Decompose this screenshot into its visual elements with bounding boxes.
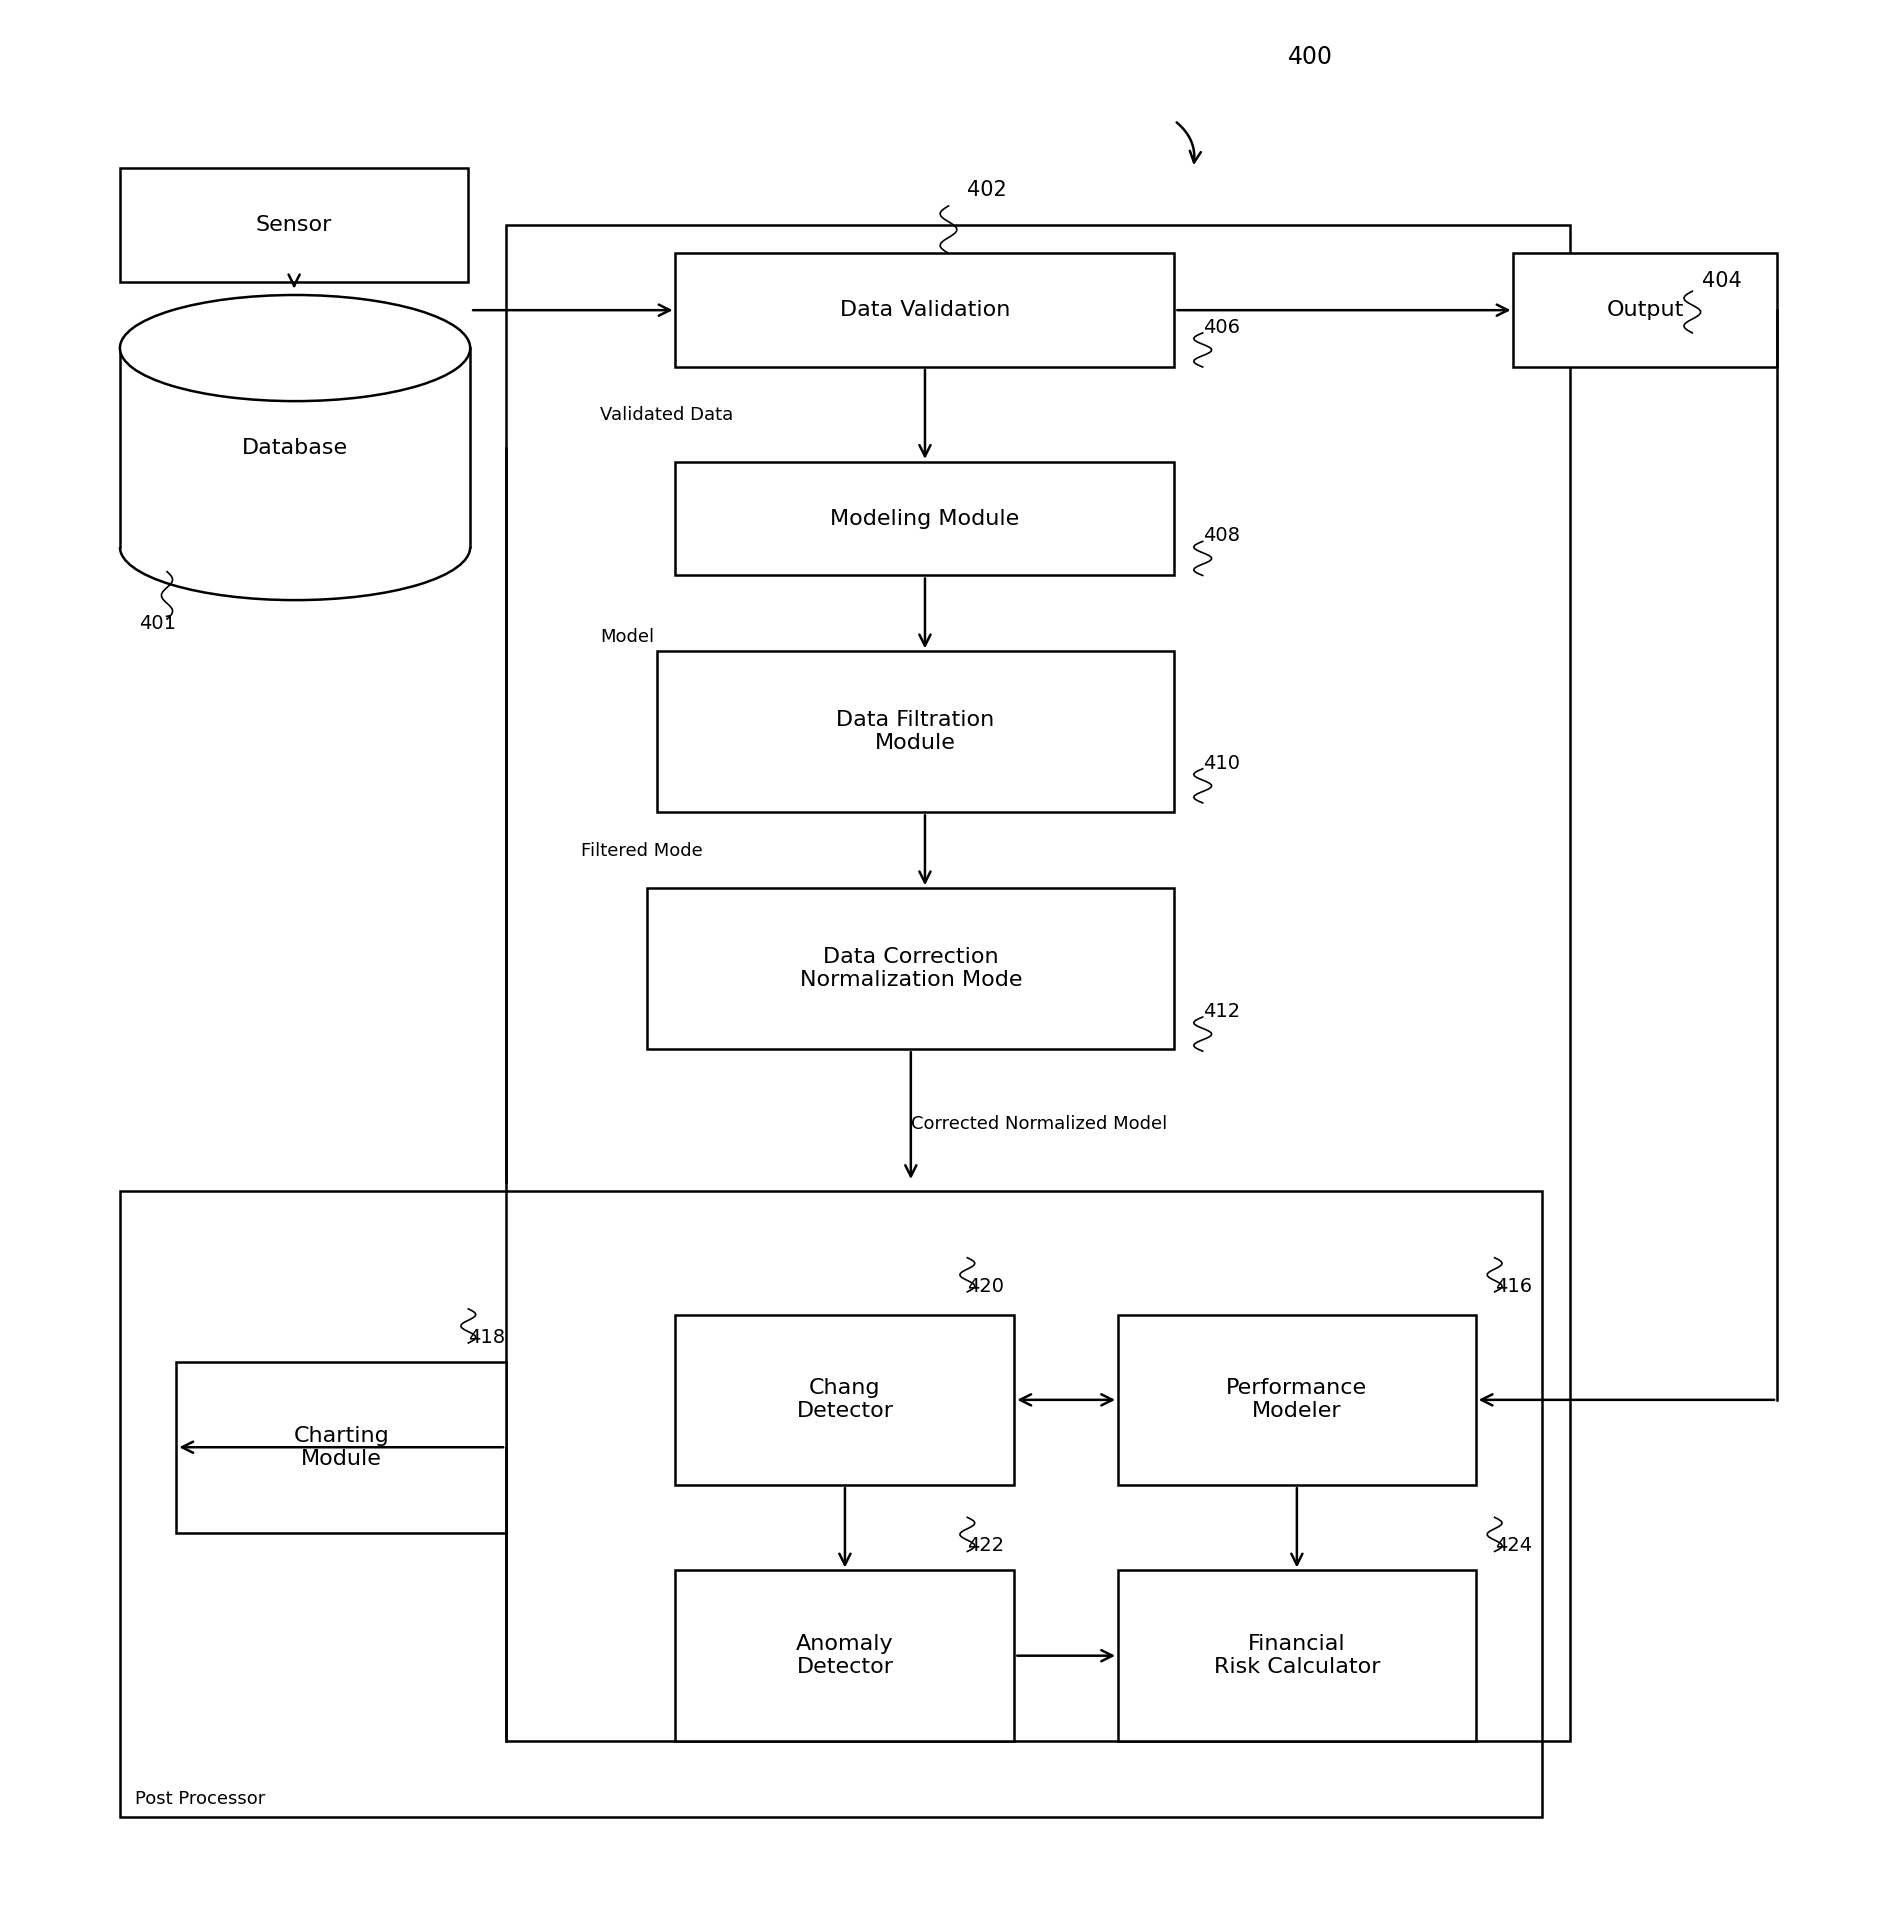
- Text: 422: 422: [967, 1537, 1004, 1556]
- Text: Validated Data: Validated Data: [599, 407, 734, 424]
- Bar: [120, 168, 469, 283]
- Text: Financial
Risk Calculator: Financial Risk Calculator: [1214, 1634, 1381, 1678]
- Bar: [506, 225, 1571, 1741]
- Text: Database: Database: [243, 437, 349, 458]
- Bar: [647, 888, 1174, 1050]
- Text: 401: 401: [138, 613, 176, 632]
- Bar: [1117, 1315, 1476, 1485]
- Text: Output: Output: [1607, 300, 1685, 321]
- Text: 404: 404: [1702, 271, 1741, 292]
- Text: Chang
Detector: Chang Detector: [797, 1378, 893, 1422]
- Bar: [675, 462, 1174, 575]
- Text: 406: 406: [1203, 319, 1241, 336]
- Text: Anomaly
Detector: Anomaly Detector: [797, 1634, 893, 1678]
- Text: Modeling Module: Modeling Module: [831, 508, 1019, 529]
- Bar: [120, 347, 470, 548]
- Text: Charting
Module: Charting Module: [294, 1426, 389, 1468]
- Bar: [176, 1361, 506, 1533]
- Text: Filtered Mode: Filtered Mode: [580, 842, 704, 859]
- Text: Performance
Modeler: Performance Modeler: [1225, 1378, 1368, 1422]
- Text: 402: 402: [967, 181, 1007, 200]
- Bar: [675, 1315, 1015, 1485]
- Bar: [1514, 254, 1777, 367]
- Text: Sensor: Sensor: [256, 216, 332, 235]
- Bar: [656, 651, 1174, 813]
- Text: 420: 420: [967, 1277, 1004, 1296]
- Text: 400: 400: [1288, 44, 1332, 69]
- Text: Corrected Normalized Model: Corrected Normalized Model: [911, 1115, 1167, 1132]
- Text: Post Processor: Post Processor: [135, 1789, 266, 1808]
- Text: 408: 408: [1203, 527, 1241, 546]
- Text: 424: 424: [1495, 1537, 1531, 1556]
- Text: Model: Model: [599, 628, 654, 645]
- Text: 416: 416: [1495, 1277, 1531, 1296]
- Ellipse shape: [120, 296, 470, 401]
- Text: Data Validation: Data Validation: [840, 300, 1009, 321]
- Bar: [675, 254, 1174, 367]
- Text: 412: 412: [1203, 1002, 1241, 1021]
- Bar: [675, 1571, 1015, 1741]
- Bar: [120, 1191, 1542, 1817]
- Text: 410: 410: [1203, 754, 1241, 773]
- Bar: [1117, 1571, 1476, 1741]
- Text: Data Filtration
Module: Data Filtration Module: [837, 710, 994, 754]
- Text: 418: 418: [469, 1329, 505, 1348]
- Text: Data Correction
Normalization Mode: Data Correction Normalization Mode: [801, 947, 1022, 991]
